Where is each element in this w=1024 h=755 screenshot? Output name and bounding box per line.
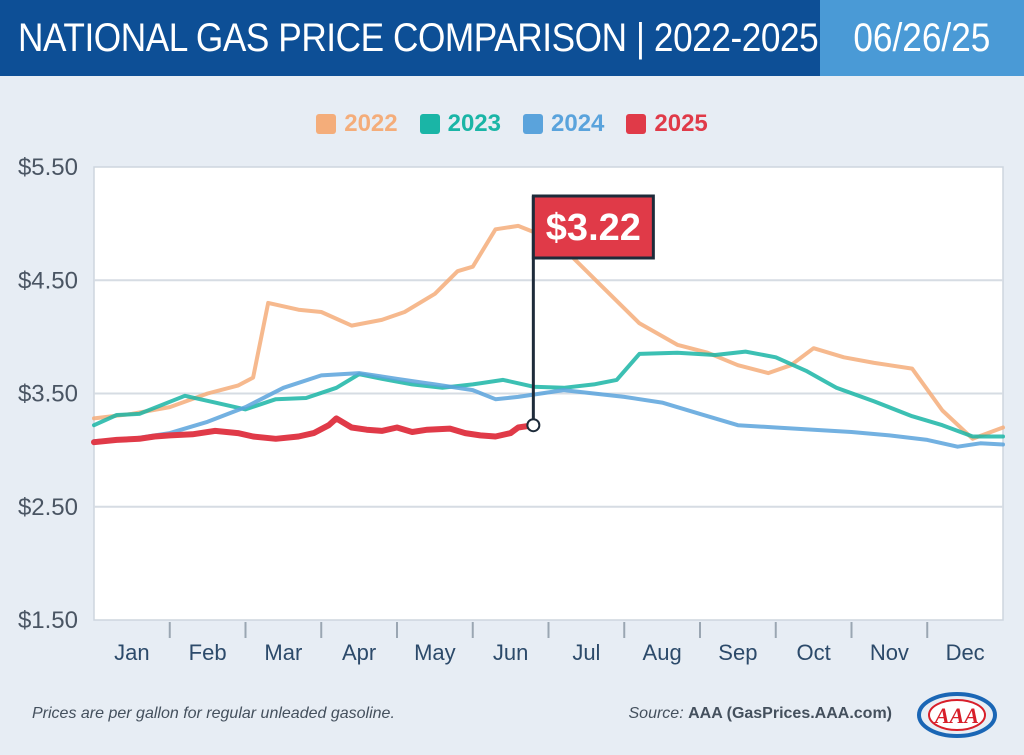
month-label: Oct — [797, 640, 831, 665]
legend-swatch-2023 — [419, 114, 440, 134]
month-label: Dec — [946, 640, 985, 665]
callout-label: $3.22 — [546, 207, 641, 249]
legend-label-2022: 2022 — [344, 110, 398, 137]
page-title: NATIONAL GAS PRICE COMPARISON | 2022-202… — [18, 15, 819, 60]
month-label: Mar — [264, 640, 302, 665]
footnote: Prices are per gallon for regular unlead… — [32, 705, 395, 722]
series-line-2025 — [91, 415, 537, 446]
month-label: Jan — [114, 640, 149, 665]
legend-item-2022: 2022 — [316, 110, 398, 138]
month-label: Jul — [572, 640, 600, 665]
legend-item-2025: 2025 — [626, 110, 708, 138]
legend-item-2023: 2023 — [419, 110, 501, 138]
legend-label-2023: 2023 — [447, 110, 501, 137]
month-label: Nov — [870, 640, 909, 665]
legend-swatch-2025 — [626, 114, 647, 134]
callout-marker — [526, 418, 541, 433]
series-line-2022 — [92, 223, 1005, 441]
legend-label-2024: 2024 — [551, 110, 605, 137]
month-label: Feb — [189, 640, 227, 665]
y-tick-label: $4.50 — [18, 267, 78, 294]
month-label: Aug — [643, 640, 682, 665]
legend-item-2024: 2024 — [523, 110, 604, 138]
logo-ring — [917, 692, 997, 738]
legend-label-2025: 2025 — [654, 110, 708, 137]
series-line-2024 — [92, 371, 1005, 449]
source-credit: Source: AAA (GasPrices.AAA.com) — [629, 705, 893, 723]
aaa-logo: AAA — [917, 692, 997, 738]
y-tick-label: $2.50 — [18, 494, 78, 521]
source-value: AAA (GasPrices.AAA.com) — [688, 705, 892, 722]
source-label: Source: — [628, 705, 684, 722]
month-label: Apr — [342, 640, 376, 665]
header-bar: NATIONAL GAS PRICE COMPARISON | 2022-202… — [0, 0, 820, 76]
legend-swatch-2024 — [523, 114, 543, 134]
series-line-2023 — [92, 349, 1005, 439]
month-label: May — [414, 640, 456, 665]
date-text: 06/26/25 — [853, 15, 991, 60]
legend-swatch-2022 — [316, 114, 337, 134]
logo-text: AAA — [933, 703, 979, 728]
chart-legend: 2022 2023 2024 2025 — [0, 110, 1024, 138]
y-tick-label: $5.50 — [18, 154, 78, 181]
month-label: Jun — [493, 640, 528, 665]
y-tick-label: $1.50 — [18, 607, 78, 634]
month-label: Sep — [718, 640, 757, 665]
date-badge: 06/26/25 — [820, 0, 1024, 76]
callout-box — [531, 194, 655, 260]
y-tick-label: $3.50 — [18, 381, 78, 408]
logo-oval — [928, 699, 986, 731]
